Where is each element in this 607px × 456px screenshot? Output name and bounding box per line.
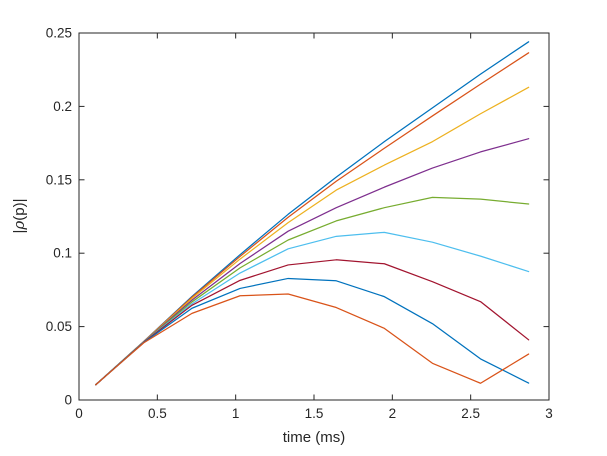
- y-axis-label-suffix: (p)|: [11, 199, 28, 221]
- y-tick-label: 0.25: [46, 26, 72, 41]
- x-tick-label: 3: [545, 406, 553, 421]
- series-line-9: [95, 293, 530, 386]
- plot-box: [78, 32, 550, 401]
- x-tick-label: 1: [232, 406, 240, 421]
- y-axis-label-bar-left: |: [11, 230, 28, 234]
- x-tick-label: 2: [389, 406, 397, 421]
- series-line-3: [95, 86, 530, 386]
- series-line-4: [95, 138, 530, 386]
- y-tick-label: 0: [64, 393, 72, 408]
- x-tick-label: 0: [75, 406, 83, 421]
- x-tick-label: 1.5: [305, 406, 324, 421]
- rho-symbol: ρ: [10, 221, 28, 231]
- series-line-8: [95, 277, 530, 386]
- y-tick-label: 0.2: [53, 99, 72, 114]
- series-line-7: [95, 259, 530, 386]
- x-axis-label: time (ms): [283, 429, 346, 446]
- y-axis-label: |ρ(p)|: [10, 199, 28, 234]
- series-line-1: [95, 41, 530, 386]
- series-line-5: [95, 196, 530, 386]
- y-tick-label: 0.1: [53, 246, 72, 261]
- y-tick-label: 0.05: [46, 319, 72, 334]
- x-tick-label: 2.5: [461, 406, 480, 421]
- x-tick-label: 0.5: [148, 406, 167, 421]
- y-tick-label: 0.15: [46, 172, 72, 187]
- series-layer: [95, 41, 530, 386]
- axes-layer: 0 0.5 1 1.5 2 2.5 3 0 0.05 0.1 0.15 0.2 0.25: [46, 26, 553, 422]
- series-line-6: [95, 231, 530, 386]
